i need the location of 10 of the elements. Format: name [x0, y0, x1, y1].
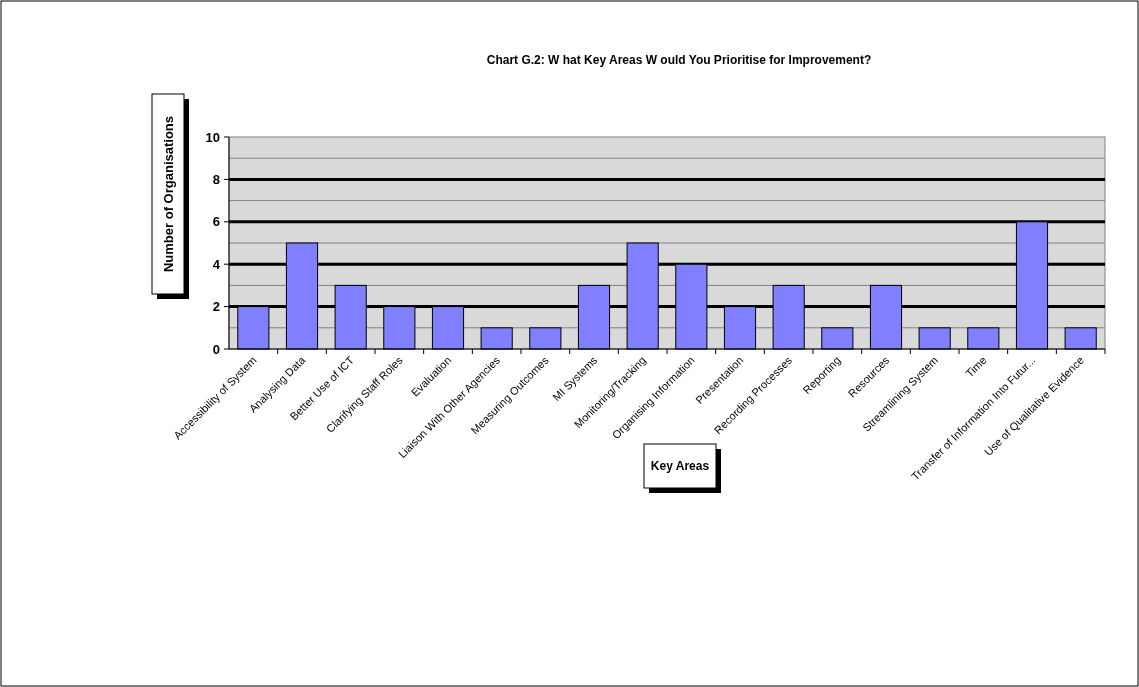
y-tick-label: 2: [212, 299, 220, 315]
y-axis-title: Number of Organisations: [161, 115, 176, 273]
x-tick-label: Time: [963, 353, 989, 380]
chart-title: Chart G.2: W hat Key Areas W ould You Prioritise for Improvement?: [486, 53, 872, 67]
y-tick-label: 6: [212, 214, 220, 230]
y-tick-label: 8: [212, 171, 220, 187]
y-tick-label: 4: [212, 256, 221, 272]
x-axis-title: Key Areas: [650, 459, 710, 473]
y-tick-label: 10: [205, 129, 220, 145]
y-tick-label: 0: [212, 341, 220, 357]
